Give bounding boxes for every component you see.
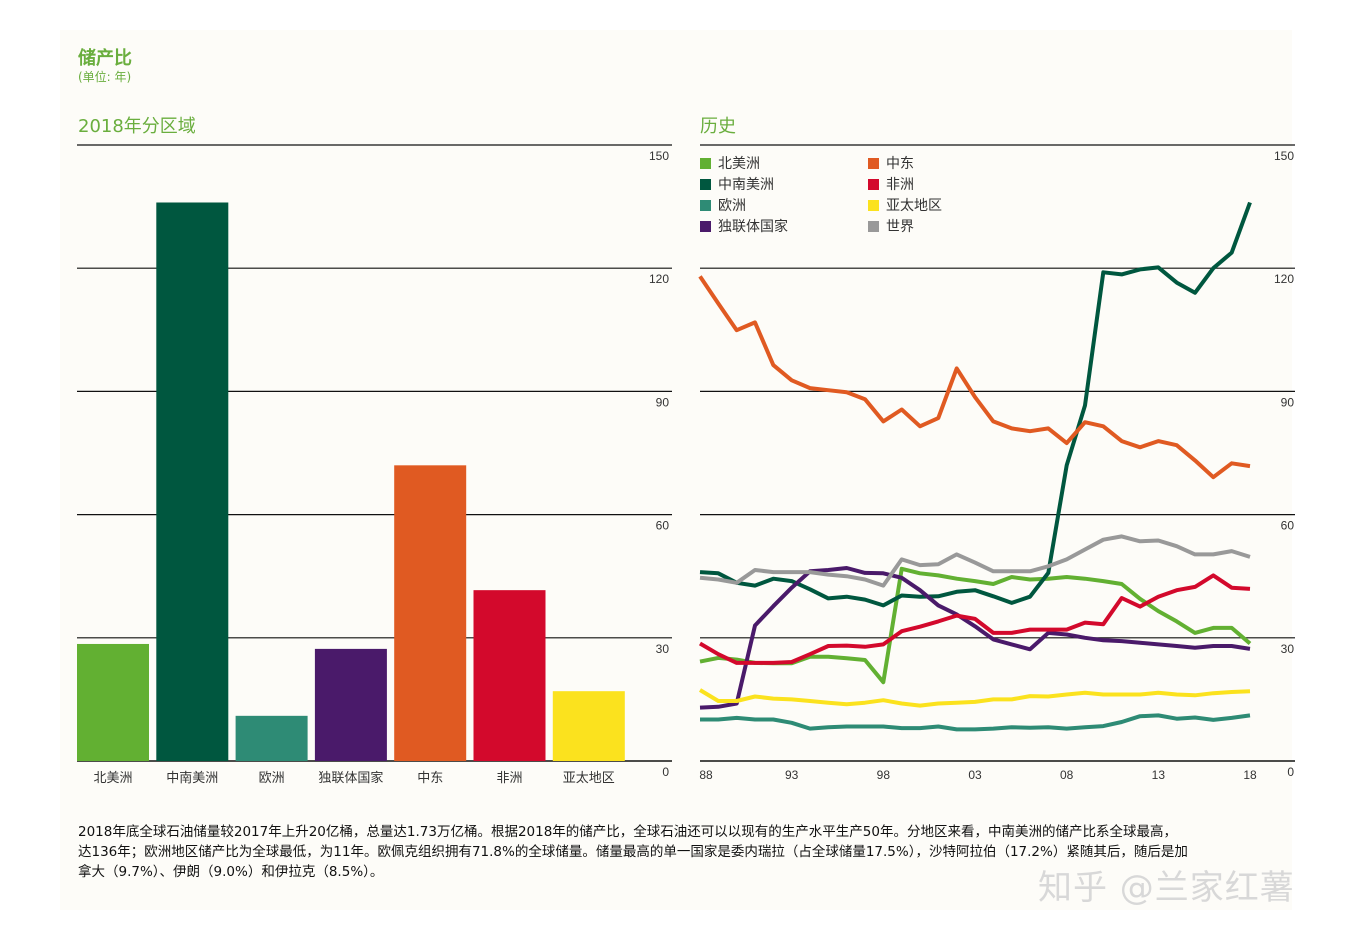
chart-panel [60, 30, 1292, 910]
legend-swatch [868, 179, 879, 190]
unit-label: (单位: 年) [78, 70, 132, 84]
line-x-tick-label: 13 [1152, 768, 1166, 782]
line-y-tick-label: 120 [1274, 272, 1294, 286]
watermark: 知乎 @兰家红薯 [1038, 868, 1295, 908]
line-x-tick-label: 03 [968, 768, 982, 782]
line-x-tick-label: 88 [699, 768, 713, 782]
bar-5 [394, 465, 467, 761]
legend-label: 中南美洲 [718, 177, 774, 193]
bar-category-label: 非洲 [496, 771, 522, 786]
bar-y-tick-label: 60 [656, 519, 670, 533]
bar-1 [77, 643, 149, 761]
line-y-tick-label: 150 [1274, 149, 1294, 163]
legend-item: 中东 [868, 153, 914, 173]
series-line-世界 [699, 534, 1251, 588]
legend-swatch [700, 200, 711, 211]
legend-swatch [700, 158, 711, 169]
legend-swatch [700, 221, 711, 232]
legend-label: 非洲 [886, 177, 914, 193]
bar-y-tick-label: 90 [656, 395, 670, 409]
bar-category-label: 欧洲 [259, 771, 285, 786]
note-line: 拿大（9.7%）、伊朗（9.0%）和伊拉克（8.5%）。 [78, 864, 384, 880]
legend-label: 亚太地区 [886, 198, 942, 214]
note-line: 2018年底全球石油储量较2017年上升20亿桶，总量达1.73万亿桶。根据20… [78, 824, 1177, 840]
legend-item: 中南美洲 [700, 174, 774, 194]
legend-label: 中东 [886, 156, 914, 172]
bar-category-label: 亚太地区 [563, 771, 615, 786]
note-line: 达136年；欧洲地区储产比为全球最低，为11年。欧佩克组织拥有71.8%的全球储… [78, 844, 1188, 860]
bar-y-tick-label: 30 [656, 642, 670, 656]
bar-2 [156, 202, 229, 761]
bar-4 [314, 648, 387, 761]
bar-y-tick-label: 150 [649, 149, 669, 163]
legend-label: 世界 [886, 219, 914, 235]
legend-swatch [700, 179, 711, 190]
series-line-亚太地区 [698, 688, 1251, 708]
bar-y-tick-label: 0 [662, 765, 669, 779]
legend-label: 独联体国家 [718, 219, 788, 235]
bar-7 [552, 691, 625, 761]
bar-category-label: 独联体国家 [318, 770, 383, 786]
line-x-tick-label: 18 [1243, 768, 1257, 782]
page-title: 储产比 [78, 48, 132, 69]
bar-chart-title: 2018年分区域 [78, 116, 196, 137]
legend-swatch [868, 158, 879, 169]
series-line-非洲 [698, 573, 1251, 665]
bar-3 [235, 715, 308, 761]
line-x-tick-label: 08 [1060, 768, 1074, 782]
bar-category-label: 中南美洲 [166, 770, 218, 786]
line-y-tick-label: 60 [1281, 519, 1295, 533]
line-y-tick-label: 0 [1287, 765, 1294, 779]
legend-label: 北美洲 [718, 156, 760, 172]
bar-category-label: 北美洲 [93, 771, 132, 786]
line-y-tick-label: 30 [1281, 642, 1295, 656]
legend-item: 亚太地区 [868, 195, 942, 215]
legend-item: 独联体国家 [700, 216, 788, 236]
bar-category-label: 中东 [417, 771, 443, 786]
legend-item: 北美洲 [700, 153, 760, 173]
legend-label: 欧洲 [718, 198, 746, 214]
series-line-中南美洲 [699, 201, 1252, 608]
line-chart-title: 历史 [700, 116, 736, 137]
series-line-欧洲 [700, 713, 1251, 732]
legend-swatch [868, 200, 879, 211]
bar-6 [473, 590, 546, 761]
series-line-中东 [698, 275, 1251, 480]
legend-item: 非洲 [868, 174, 914, 194]
bar-y-tick-label: 120 [649, 272, 669, 286]
description-text: 2018年底全球石油储量较2017年上升20亿桶，总量达1.73万亿桶。根据20… [78, 822, 1308, 882]
legend-swatch [868, 221, 879, 232]
line-y-tick-label: 90 [1281, 395, 1295, 409]
legend-item: 世界 [868, 216, 914, 236]
line-x-tick-label: 93 [785, 768, 799, 782]
line-x-tick-label: 98 [877, 768, 891, 782]
legend-item: 欧洲 [700, 195, 746, 215]
series-line-独联体国家 [699, 566, 1251, 710]
